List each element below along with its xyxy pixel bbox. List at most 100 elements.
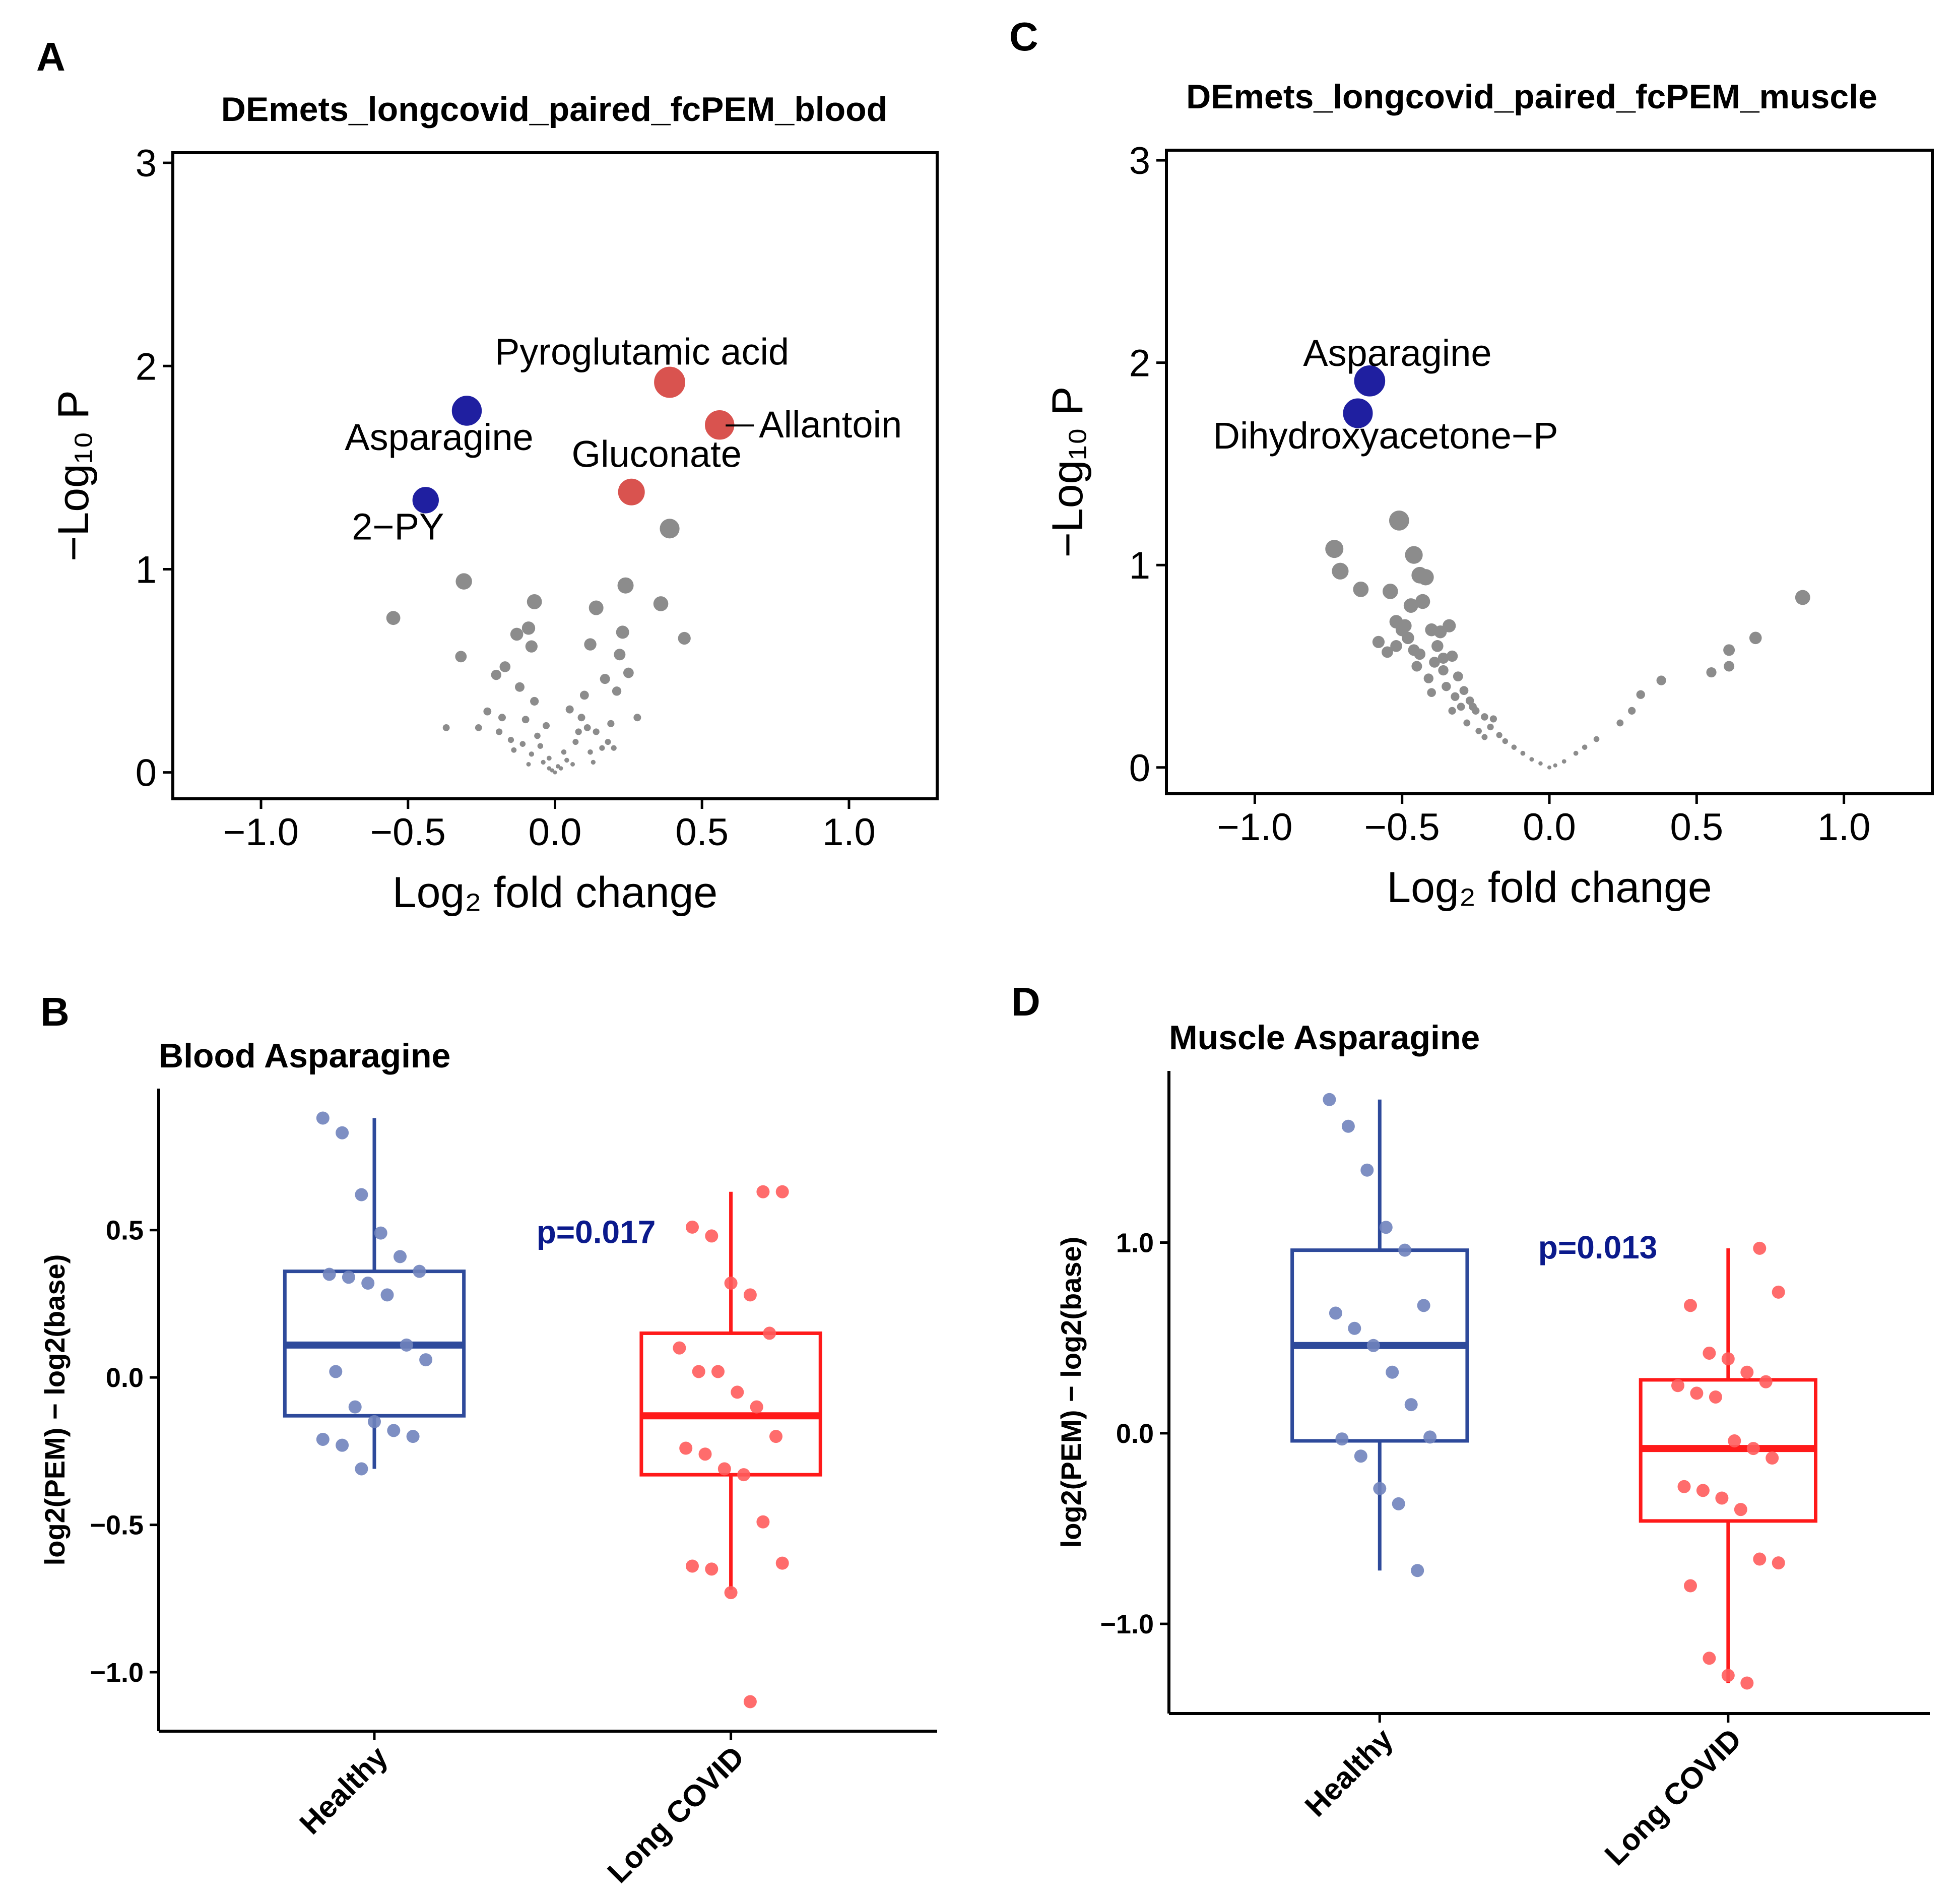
data-point: [1383, 584, 1398, 599]
chart-title: DEmets_longcovid_paired_fcPEM_muscle: [1186, 78, 1877, 116]
data-point: [1372, 636, 1385, 648]
data-point: [1709, 1390, 1722, 1404]
data-point: [316, 1111, 330, 1125]
data-point: [400, 1338, 413, 1352]
data-point: [1323, 1093, 1336, 1106]
data-point: [673, 1341, 686, 1355]
data-point: [1772, 1285, 1785, 1299]
x-tick-label: 0.0: [1523, 806, 1576, 849]
data-point: [724, 1277, 738, 1290]
data-point: [355, 1462, 368, 1476]
data-point: [336, 1438, 349, 1452]
y-axis-label: −Log₁₀ P: [49, 390, 98, 561]
data-point: [1766, 1451, 1779, 1465]
data-point: [1475, 728, 1482, 734]
panel-letter: C: [1009, 14, 1038, 59]
x-tick-label: −0.5: [1364, 806, 1440, 849]
data-point: [1423, 1430, 1437, 1444]
data-point: [1561, 759, 1566, 764]
data-point: [1547, 765, 1551, 770]
data-point: [1677, 1480, 1691, 1493]
y-tick-label: 0.0: [106, 1363, 144, 1393]
chart-title: Muscle Asparagine: [1169, 1019, 1480, 1057]
data-point: [617, 577, 634, 594]
data-point: [1325, 540, 1344, 558]
data-point: [387, 1424, 401, 1437]
y-tick-label: 3: [136, 142, 157, 185]
data-point: [1405, 546, 1423, 564]
data-point: [633, 714, 641, 722]
data-point: [1402, 631, 1414, 645]
data-point: [483, 707, 492, 716]
y-tick-label: −0.5: [90, 1510, 144, 1541]
x-axis-label: Log₂ fold change: [1387, 863, 1712, 912]
data-point: [564, 757, 569, 763]
data-point: [686, 1559, 699, 1573]
x-tick-label: 0.0: [529, 811, 582, 854]
data-point: [1332, 562, 1349, 580]
data-point: [546, 755, 552, 761]
data-point: [711, 1365, 725, 1378]
p-value-annotation: p=0.013: [1538, 1229, 1658, 1265]
panel-a-volcano-blood: A DEmets_longcovid_paired_fcPEM_blood Pyro…: [36, 34, 939, 917]
data-point: [1520, 750, 1526, 756]
data-point: [1749, 631, 1762, 645]
data-point: [1431, 640, 1444, 652]
data-point: [756, 1185, 770, 1198]
data-point: [1335, 1432, 1349, 1446]
y-tick-label: 2: [1129, 342, 1150, 385]
data-point: [1636, 690, 1645, 699]
data-point: [1415, 594, 1430, 609]
data-point: [521, 621, 536, 635]
data-point: [1341, 1119, 1355, 1133]
data-point: [1628, 707, 1636, 715]
data-point: [1481, 713, 1488, 721]
data-point: [698, 1447, 712, 1461]
panel-letter: A: [36, 34, 66, 79]
data-point: [534, 732, 541, 739]
y-tick-label: 1.0: [1116, 1228, 1154, 1258]
data-point: [1457, 703, 1465, 711]
data-point: [342, 1271, 355, 1284]
x-tick-label: 0.5: [675, 811, 729, 854]
data-point: [1481, 734, 1488, 740]
data-point: [1616, 719, 1624, 727]
data-point: [1753, 1552, 1767, 1566]
data-point: [1404, 1398, 1418, 1412]
x-tick-label: −0.5: [370, 811, 446, 854]
data-point: [442, 724, 450, 731]
panel-letter: D: [1011, 979, 1040, 1024]
x-tick-label: −1.0: [223, 811, 299, 854]
data-point: [605, 739, 611, 745]
data-point: [1446, 650, 1458, 662]
y-tick-label: −1.0: [90, 1658, 144, 1688]
data-point: [1348, 1321, 1361, 1335]
data-point: [1386, 1365, 1399, 1379]
data-point: [1353, 582, 1369, 597]
data-point: [1511, 744, 1517, 750]
data-point: [316, 1432, 330, 1446]
data-point: [553, 770, 557, 775]
x-axis-label: Log₂ fold change: [393, 868, 717, 917]
data-point: [1373, 1482, 1387, 1495]
data-point: [348, 1400, 362, 1414]
data-point: [572, 739, 579, 745]
data-point: [1696, 1484, 1710, 1497]
data-point: [361, 1277, 375, 1290]
data-point: [1398, 1243, 1412, 1257]
data-point: [541, 759, 546, 765]
data-point: [514, 682, 525, 692]
data-point: [1414, 648, 1426, 660]
data-point: [526, 762, 531, 767]
y-tick-label: 1: [1129, 544, 1150, 587]
data-point: [1379, 1221, 1393, 1234]
data-point: [1593, 736, 1600, 742]
data-point: [322, 1268, 336, 1281]
data-point: [570, 762, 575, 767]
data-point: [542, 722, 550, 729]
data-point: [537, 743, 544, 749]
data-point: [1329, 1306, 1342, 1320]
y-tick-label: −1.0: [1100, 1609, 1154, 1639]
data-point: [1469, 703, 1477, 711]
